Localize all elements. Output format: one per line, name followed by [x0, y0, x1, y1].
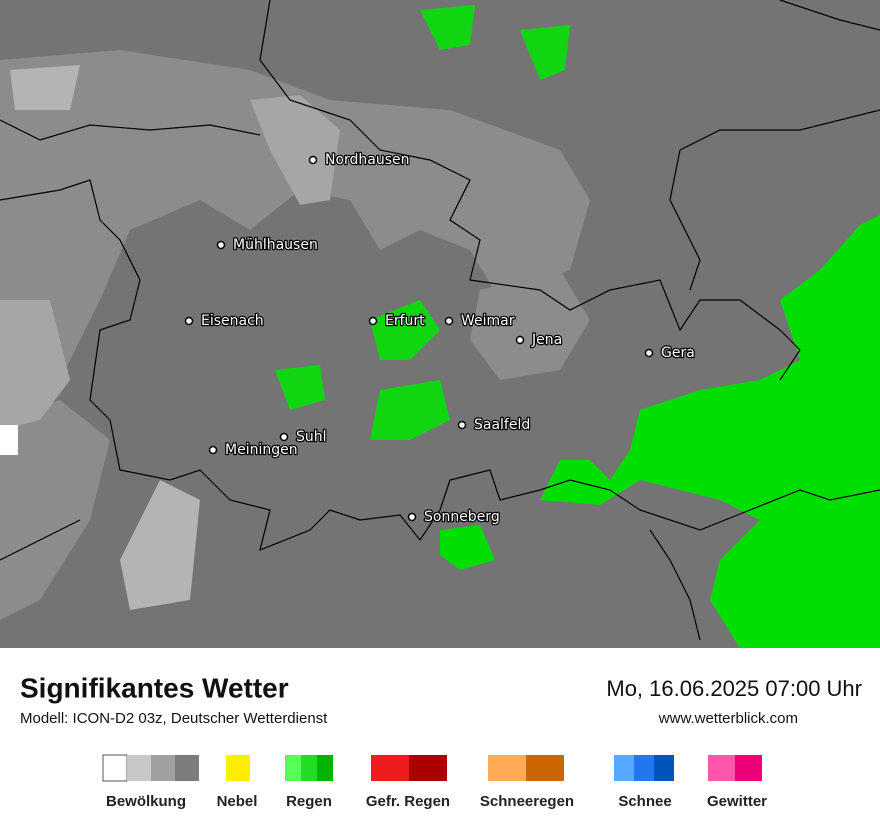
rain-area [440, 525, 495, 570]
city-label: Suhl [296, 429, 327, 445]
city-dot [279, 432, 289, 442]
rain-area [370, 300, 440, 360]
state-border [669, 149, 701, 291]
legend: Bewölkung Nebel Regen Gefr. Regen Schneerege… [102, 754, 767, 810]
city-dot [308, 155, 318, 165]
country-border [649, 529, 701, 641]
legend-swatch [654, 755, 674, 781]
state-border [679, 109, 880, 151]
legend-label: Schnee [618, 793, 671, 810]
legend-swatch [409, 755, 447, 781]
city-label: Saalfeld [474, 417, 530, 433]
state-border [0, 519, 81, 561]
cloud-medium [0, 50, 590, 400]
legend-swatch [526, 755, 564, 781]
city-dot [457, 420, 467, 430]
cloud-medium [470, 270, 590, 380]
city-label: Mühlhausen [233, 237, 318, 253]
city-dot [208, 445, 218, 455]
legend-swatch [614, 755, 634, 781]
city-label: Sonneberg [424, 509, 500, 525]
state-border [0, 179, 880, 551]
city-label: Nordhausen [325, 152, 410, 168]
legend-swatch [735, 755, 762, 781]
rain-area [540, 215, 880, 648]
legend-label: Nebel [217, 793, 258, 810]
cloud-clear [0, 425, 18, 455]
city-dot [184, 316, 194, 326]
city-dot [644, 348, 654, 358]
legend-swatch [285, 755, 301, 781]
legend-swatch [371, 755, 409, 781]
legend-swatch [226, 755, 250, 781]
state-border [259, 0, 801, 381]
cloud-light [0, 300, 70, 430]
city-label: Gera [661, 345, 695, 361]
legend-label: Schneeregen [480, 793, 574, 810]
rain-area [275, 365, 325, 410]
legend-swatch [127, 755, 151, 781]
city-label: Eisenach [201, 313, 264, 329]
legend-label: Gefr. Regen [366, 793, 450, 810]
legend-label: Bewölkung [106, 793, 186, 810]
map: Nordhausen Mühlhausen Eisenach Erfurt Weimar… [0, 0, 880, 648]
city-dot [515, 335, 525, 345]
cloud-medium [0, 400, 110, 620]
legend-label: Gewitter [707, 793, 767, 810]
rain-area [370, 380, 450, 440]
rain-area [420, 5, 475, 50]
legend-swatch [175, 755, 199, 781]
state-border [779, 0, 880, 31]
legend-swatch [488, 755, 526, 781]
city-label: Meiningen [225, 442, 298, 458]
city-label: Weimar [461, 313, 515, 329]
cloud-light [10, 65, 80, 110]
city-dot [444, 316, 454, 326]
city-dot [216, 240, 226, 250]
city-dot [368, 316, 378, 326]
legend-swatch [102, 754, 128, 782]
cloud-light [120, 480, 200, 610]
legend-swatch [301, 755, 317, 781]
datetime: Mo, 16.06.2025 07:00 Uhr [606, 676, 862, 701]
footer: Signifikantes Wetter Modell: ICON-D2 03z… [20, 672, 862, 810]
model-info: Modell: ICON-D2 03z, Deutscher Wetterdie… [20, 710, 328, 727]
legend-swatch [317, 755, 333, 781]
rain-area [520, 25, 570, 80]
state-border [0, 119, 261, 141]
title: Signifikantes Wetter [20, 672, 289, 703]
website: www.wetterblick.com [658, 710, 798, 727]
city-label: Jena [531, 332, 562, 348]
city-layer: Nordhausen Mühlhausen Eisenach Erfurt Weimar… [184, 151, 696, 526]
legend-label: Regen [286, 793, 332, 810]
legend-swatch [634, 755, 654, 781]
legend-swatch [151, 755, 175, 781]
city-label: Erfurt [385, 313, 425, 329]
city-dot [407, 512, 417, 522]
legend-swatch [708, 755, 735, 781]
cloud-light [250, 95, 340, 205]
